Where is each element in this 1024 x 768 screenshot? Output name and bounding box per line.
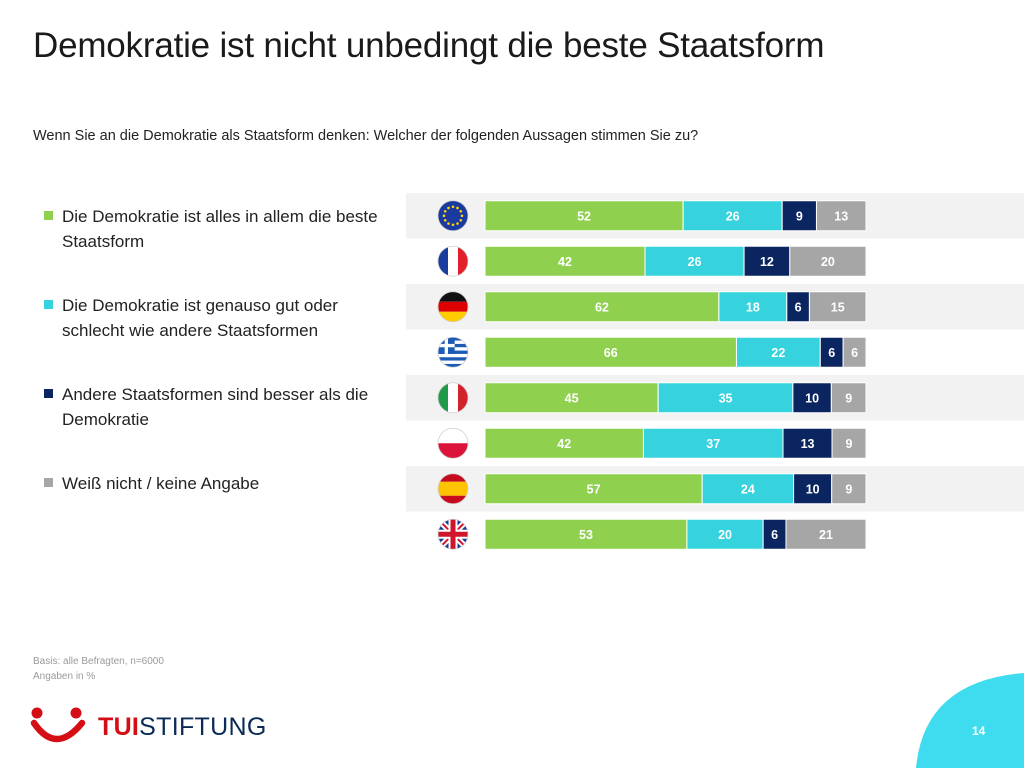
tui-smile-logo xyxy=(30,707,86,743)
bar-value-label: 24 xyxy=(741,482,755,496)
bar-segment-italien-2 xyxy=(657,382,794,414)
page-title: Demokratie ist nicht unbedingt die beste… xyxy=(33,26,825,65)
bar-segment-frankreich-1 xyxy=(484,245,646,277)
legend-swatch-navy xyxy=(44,389,53,398)
bar-value-label: 9 xyxy=(845,482,852,496)
bar-segment-spanien-3 xyxy=(793,473,833,505)
brand-tui: TUI xyxy=(98,713,140,741)
bar-segment-italien-1 xyxy=(484,382,659,414)
bar-value-label: 26 xyxy=(688,255,702,269)
bar-segment-gro-britannien-4 xyxy=(785,518,867,550)
page-number: 14 xyxy=(972,724,986,738)
bar-segment-frankreich-4 xyxy=(789,245,867,277)
bar-value-label: 10 xyxy=(806,482,820,496)
bar-segment-italien-4 xyxy=(830,382,867,414)
bar-value-label: 35 xyxy=(719,391,733,405)
bar-value-label: 13 xyxy=(801,437,815,451)
bar-value-label: 10 xyxy=(805,391,819,405)
bar-segment-griechenland-4 xyxy=(842,336,867,368)
legend-label: Die Demokratie ist alles in allem die be… xyxy=(62,207,378,251)
bar-segment-italien-3 xyxy=(792,382,832,414)
bar-segment-polen-3 xyxy=(782,427,833,459)
bar-segment-gro-britannien-2 xyxy=(686,518,764,550)
bar-value-label: 45 xyxy=(565,391,579,405)
germany-flag-icon xyxy=(437,291,469,323)
corner-decoration xyxy=(916,673,1024,768)
legend-label: Andere Staatsformen sind besser als die … xyxy=(62,385,369,429)
bar-value-label: 15 xyxy=(831,300,845,314)
bar-value-label: 26 xyxy=(726,209,740,223)
bar-segment-eu-2 xyxy=(682,200,783,232)
footnote-unit: Angaben in % xyxy=(33,671,96,682)
legend-label: Weiß nicht / keine Angabe xyxy=(62,474,260,493)
bar-value-label: 57 xyxy=(587,482,601,496)
bar-segment-deutschland-1 xyxy=(484,291,720,323)
bar-value-label: 52 xyxy=(577,209,591,223)
france-flag-icon xyxy=(437,245,469,277)
bar-value-label: 22 xyxy=(771,346,785,360)
bar-segment-gro-britannien-1 xyxy=(484,518,688,550)
bar-value-label: 37 xyxy=(706,437,720,451)
bar-segment-frankreich-2 xyxy=(644,245,745,277)
bar-segment-polen-2 xyxy=(642,427,784,459)
brand-name: TUISTIFTUNG xyxy=(98,712,267,742)
legend-swatch-green xyxy=(44,211,53,220)
spain-flag-icon xyxy=(437,473,469,505)
bar-value-label: 6 xyxy=(851,346,858,360)
legend-swatch-cyan xyxy=(44,300,53,309)
bar-value-label: 9 xyxy=(796,209,803,223)
bar-value-label: 6 xyxy=(795,300,802,314)
legend-item-best: Die Demokratie ist alles in allem die be… xyxy=(44,204,394,254)
bar-segment-griechenland-1 xyxy=(484,336,737,368)
bar-value-label: 20 xyxy=(718,528,732,542)
bar-value-label: 6 xyxy=(771,528,778,542)
question-text: Wenn Sie an die Demokratie als Staatsfor… xyxy=(33,128,699,144)
bar-value-label: 62 xyxy=(595,300,609,314)
bar-value-label: 12 xyxy=(760,255,774,269)
bar-segment-griechenland-2 xyxy=(735,336,821,368)
bar-value-label: 53 xyxy=(579,528,593,542)
bar-segment-eu-4 xyxy=(815,200,867,232)
bar-value-label: 42 xyxy=(557,437,571,451)
bar-segment-spanien-4 xyxy=(831,473,867,505)
poland-flag-icon xyxy=(437,427,469,459)
bar-value-label: 13 xyxy=(834,209,848,223)
bar-value-label: 42 xyxy=(558,255,572,269)
legend-item-other-better: Andere Staatsformen sind besser als die … xyxy=(44,382,394,432)
bar-value-label: 6 xyxy=(828,346,835,360)
bar-segment-eu-1 xyxy=(484,200,684,232)
bar-value-label: 9 xyxy=(846,437,853,451)
chart-legend: Die Demokratie ist alles in allem die be… xyxy=(44,204,394,496)
bar-value-label: 20 xyxy=(821,255,835,269)
bar-value-label: 18 xyxy=(746,300,760,314)
bar-value-label: 9 xyxy=(845,391,852,405)
legend-swatch-gray xyxy=(44,478,53,487)
greece-flag-icon xyxy=(437,336,469,368)
brand-stiftung: STIFTUNG xyxy=(139,713,267,741)
bar-segment-eu-3 xyxy=(781,200,817,232)
uk-flag-icon xyxy=(437,518,469,550)
italy-flag-icon xyxy=(437,382,469,414)
footnote-basis: Basis: alle Befragten, n=6000 xyxy=(33,656,164,667)
bar-segment-deutschland-4 xyxy=(808,291,867,323)
bar-segment-frankreich-3 xyxy=(743,245,791,277)
eu-flag-icon xyxy=(437,200,469,232)
legend-label: Die Demokratie ist genauso gut oder schl… xyxy=(62,296,338,340)
bar-segment-polen-4 xyxy=(831,427,867,459)
bar-value-label: 21 xyxy=(819,528,833,542)
bar-value-label: 66 xyxy=(604,346,618,360)
legend-item-unknown: Weiß nicht / keine Angabe xyxy=(44,471,394,496)
legend-item-equal: Die Demokratie ist genauso gut oder schl… xyxy=(44,293,394,343)
bar-segment-spanien-1 xyxy=(484,473,703,505)
